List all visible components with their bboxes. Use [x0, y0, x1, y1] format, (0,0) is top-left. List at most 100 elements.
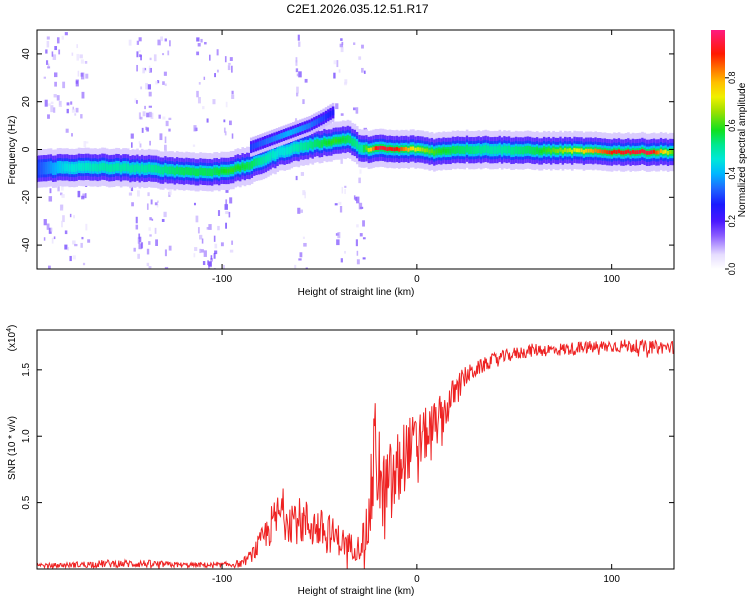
- noise-speck: [148, 227, 151, 231]
- noise-speck: [128, 39, 132, 46]
- noise-speck: [85, 73, 89, 79]
- noise-speck: [340, 46, 344, 53]
- noise-speck: [341, 41, 344, 46]
- noise-speck: [160, 36, 163, 42]
- noise-speck: [148, 91, 152, 97]
- ridge-core: [519, 148, 523, 153]
- noise-speck: [131, 142, 133, 148]
- ridge-core: [498, 147, 502, 151]
- noise-speck: [71, 133, 73, 137]
- ridge-core: [178, 169, 181, 173]
- ridge-core: [362, 146, 366, 151]
- noise-speck: [339, 43, 343, 48]
- ridge-core: [304, 144, 308, 148]
- noise-speck: [44, 99, 48, 107]
- ridge-core: [213, 169, 216, 174]
- ridge-core: [645, 150, 649, 155]
- ridge-core: [196, 170, 200, 175]
- ridge-core: [561, 149, 565, 154]
- noise-speck: [82, 193, 86, 198]
- noise-speck: [51, 237, 54, 244]
- noise-speck: [142, 111, 146, 117]
- noise-speck: [48, 265, 51, 269]
- ridge-core: [323, 140, 326, 144]
- noise-speck: [216, 49, 219, 56]
- noise-speck: [148, 266, 152, 269]
- noise-speck: [300, 172, 305, 176]
- ridge-core: [624, 150, 628, 155]
- noise-speck: [87, 239, 91, 243]
- noise-speck: [138, 112, 141, 120]
- ridge-core: [482, 147, 485, 152]
- noise-speck: [139, 143, 142, 148]
- noise-speck: [333, 72, 336, 79]
- ridge-core: [325, 141, 329, 145]
- noise-speck: [352, 107, 356, 111]
- noise-speck: [43, 237, 46, 241]
- ridge-core: [648, 150, 651, 155]
- noise-speck: [195, 215, 199, 223]
- ridge-core: [514, 148, 518, 152]
- noise-speck: [201, 238, 204, 244]
- noise-speck: [64, 244, 68, 250]
- noise-speck: [220, 242, 224, 247]
- noise-speck: [203, 250, 207, 257]
- noise-speck: [80, 72, 85, 80]
- noise-speck: [52, 54, 57, 60]
- noise-speck: [74, 113, 77, 116]
- ridge-core: [655, 150, 658, 155]
- ridge-core: [566, 148, 569, 153]
- noise-speck: [214, 243, 218, 249]
- ridge-core: [493, 148, 497, 152]
- ridge-core: [105, 165, 109, 170]
- branch-cell: [296, 127, 300, 133]
- branch-cell: [315, 119, 319, 125]
- noise-speck: [138, 233, 141, 239]
- ridge-core: [119, 166, 123, 171]
- branch-cell: [303, 124, 307, 131]
- noise-speck: [136, 40, 140, 45]
- ridge-core: [405, 146, 408, 151]
- ridge-core: [318, 142, 322, 147]
- ridge-core: [428, 149, 432, 154]
- ridge-core: [526, 147, 530, 152]
- branch-cell: [329, 111, 333, 117]
- noise-speck: [225, 211, 229, 215]
- y-tick-label: 40: [21, 48, 32, 60]
- noise-speck: [147, 84, 151, 90]
- noise-speck: [80, 242, 83, 248]
- ridge-core: [68, 166, 72, 170]
- branch-cell: [324, 113, 328, 120]
- noise-speck: [58, 49, 61, 55]
- ridge-core: [353, 140, 357, 145]
- ridge-core: [56, 165, 60, 170]
- multiplier-exponent: 4: [6, 328, 13, 332]
- noise-speck: [167, 50, 170, 56]
- noise-speck: [358, 202, 363, 210]
- branch-cell: [310, 121, 314, 128]
- noise-speck: [162, 116, 166, 120]
- ridge-core: [271, 152, 275, 157]
- noise-speck: [298, 41, 301, 47]
- ridge-core: [568, 148, 572, 153]
- noise-speck: [53, 236, 56, 240]
- colorbar-tick-label: 0.4: [727, 167, 737, 180]
- noise-speck: [299, 252, 303, 258]
- ridge-core: [573, 147, 576, 152]
- ridge-core: [164, 167, 167, 172]
- ridge-core: [521, 148, 525, 153]
- noise-speck: [223, 265, 225, 269]
- ridge-core: [309, 142, 312, 147]
- ridge-core: [206, 170, 209, 175]
- ridge-core: [360, 146, 364, 151]
- ridge-core: [461, 148, 464, 152]
- branch-cell: [331, 109, 335, 116]
- noise-speck: [157, 39, 161, 46]
- ridge-core: [542, 148, 546, 152]
- noise-speck: [138, 141, 141, 144]
- ridge-core: [290, 147, 294, 152]
- ridge-core: [225, 169, 228, 173]
- ridge-core: [49, 165, 53, 170]
- branch-cell: [249, 144, 253, 150]
- ridge-core: [517, 148, 520, 153]
